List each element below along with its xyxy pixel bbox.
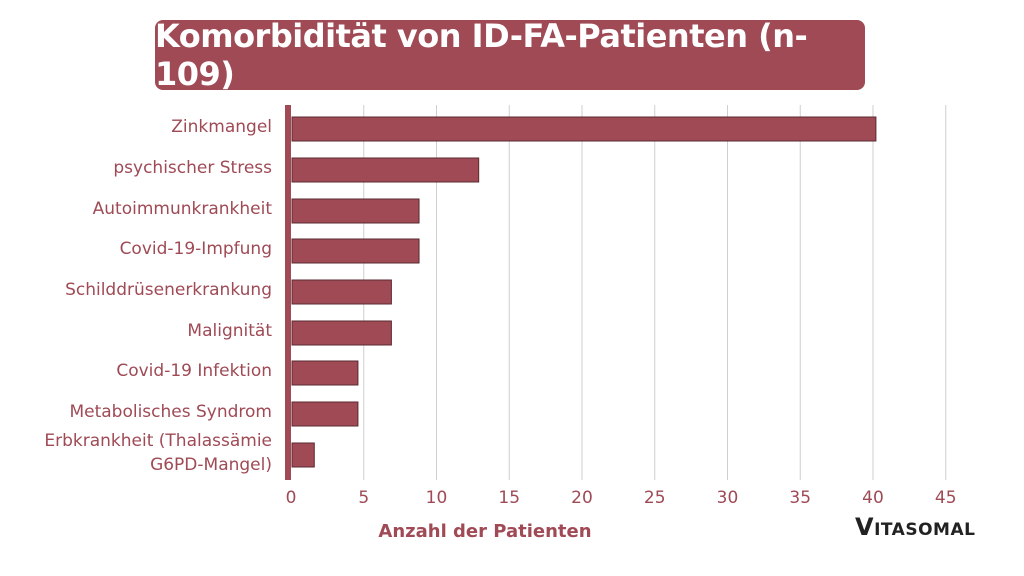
bar [291, 320, 392, 346]
bar [291, 238, 420, 264]
bar [291, 279, 392, 305]
bar [291, 442, 315, 468]
x-tick-label: 30 [717, 488, 739, 508]
x-axis-label: Anzahl der Patienten [378, 521, 591, 542]
category-label: psychischer Stress [113, 158, 272, 178]
x-tick-label: 10 [426, 488, 448, 508]
x-tick-label: 40 [862, 488, 884, 508]
category-label: Erbkrankheit (Thalassämie [44, 431, 272, 451]
bar [291, 116, 877, 142]
bar [291, 401, 359, 427]
category-label: Schilddrüsenerkrankung [65, 280, 272, 300]
bar [291, 360, 359, 386]
x-tick-label: 5 [358, 488, 369, 508]
category-label: Covid-19 Infektion [116, 361, 272, 381]
chart-title: Komorbidität von ID-FA-Patienten (n-109) [155, 17, 865, 93]
vitasomal-logo: VITASOMAL [855, 513, 976, 541]
x-tick-label: 35 [789, 488, 811, 508]
y-axis [285, 105, 291, 480]
bar [291, 157, 480, 183]
category-label: Covid-19-Impfung [120, 239, 272, 259]
x-tick-label: 15 [498, 488, 520, 508]
x-tick-label: 20 [571, 488, 593, 508]
x-tick-label: 45 [935, 488, 957, 508]
category-label: G6PD-Mangel) [150, 455, 272, 475]
category-label: Autoimmunkrankheit [93, 199, 273, 219]
category-label: Zinkmangel [171, 117, 272, 137]
x-tick-label: 0 [286, 488, 297, 508]
bar [291, 198, 420, 224]
x-tick-label: 25 [644, 488, 666, 508]
category-label: Metabolisches Syndrom [69, 402, 272, 422]
category-label: Malignität [187, 321, 272, 341]
